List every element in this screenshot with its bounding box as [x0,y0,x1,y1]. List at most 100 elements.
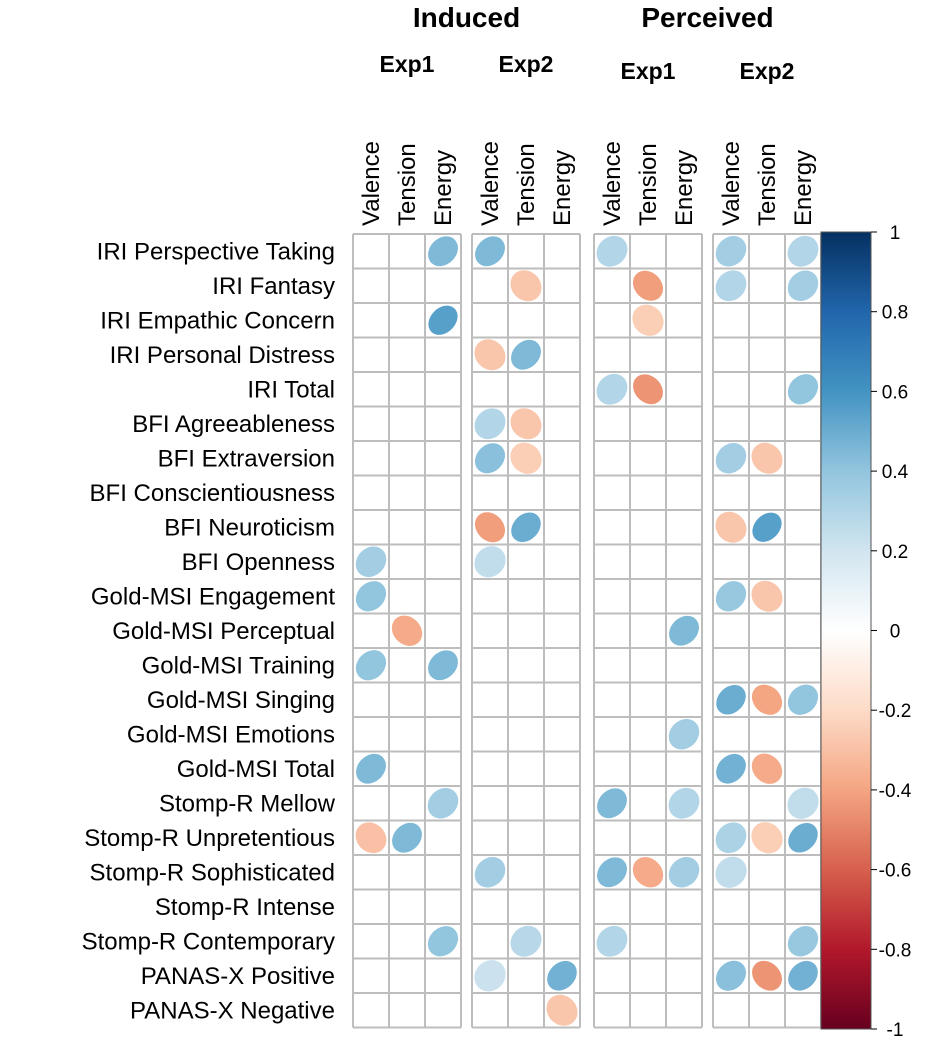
correlation-ellipse-bfi-neuroticism-valence [474,512,506,543]
correlation-ellipse-panas-x-negative-energy [546,994,578,1026]
correlation-ellipse-gold-msi-total-valence [356,753,386,784]
correlation-ellipse-stomp-r-contemporary-valence [596,925,628,957]
correlation-ellipse-iri-empathic-concern-energy [428,305,458,335]
column-label-tension: Tension [513,143,540,226]
colorbar-tick-label: 0.6 [882,382,908,403]
row-label-stomp-r-contemporary: Stomp-R Contemporary [82,928,335,955]
correlation-ellipse-stomp-r-unpretentious-valence [715,822,747,854]
colorbar-tick-label: -0.8 [879,940,912,961]
correlation-ellipse-gold-msi-training-energy [428,650,458,681]
correlation-ellipse-panas-x-positive-energy [788,960,818,991]
correlation-ellipse-gold-msi-engagement-tension [751,580,783,612]
group-labels: Induced Perceived [413,2,774,33]
correlation-ellipse-gold-msi-engagement-valence [715,581,747,612]
correlation-ellipse-stomp-r-contemporary-energy [787,926,819,957]
row-label-gold-msi-training: Gold-MSI Training [142,652,335,679]
row-label-gold-msi-engagement: Gold-MSI Engagement [91,583,335,610]
correlation-ellipse-bfi-openness-valence [355,546,387,578]
correlation-ellipse-iri-perspective-taking-valence [715,235,747,267]
colorbar-tick-label: 0.2 [882,542,908,563]
column-label-energy: Energy [790,150,817,226]
row-label-gold-msi-perceptual: Gold-MSI Perceptual [112,618,335,645]
correlation-ellipse-iri-perspective-taking-energy [428,236,458,267]
colorbar-tick-label: -1 [887,1020,904,1041]
correlation-ellipse-bfi-agreeableness-tension [510,408,542,440]
colorbar-tick-label: -0.6 [879,861,912,882]
correlation-ellipse-iri-total-valence [596,373,628,405]
correlation-ellipse-panas-x-positive-valence [474,960,506,992]
column-label-energy: Energy [549,150,576,226]
correlation-ellipse-gold-msi-training-valence [355,650,387,681]
panel-induced-exp1 [352,233,462,1029]
correlation-ellipse-stomp-r-sophisticated-tension [632,857,664,888]
row-label-bfi-neuroticism: BFI Neuroticism [164,514,335,541]
correlation-ellipse-panas-x-positive-energy [547,960,577,991]
row-label-bfi-extraversion: BFI Extraversion [158,445,335,472]
correlation-ellipse-stomp-r-unpretentious-valence [355,822,387,854]
row-label-bfi-conscientiousness: BFI Conscientiousness [90,480,335,507]
correlation-ellipse-stomp-r-mellow-valence [597,788,627,819]
row-label-iri-total: IRI Total [247,376,335,403]
correlation-ellipse-stomp-r-contemporary-energy [427,926,459,957]
column-label-energy: Energy [430,150,457,226]
correlation-ellipse-iri-fantasy-energy [787,270,819,302]
correlation-ellipse-stomp-r-sophisticated-valence [715,856,747,888]
correlation-ellipse-iri-empathic-concern-tension [632,304,664,336]
colorbar-tick-label: 0 [890,622,901,643]
row-label-bfi-openness: BFI Openness [182,549,335,576]
correlation-ellipse-iri-total-tension [633,374,663,405]
column-label-valence: Valence [718,141,745,226]
group-label-perceived: Perceived [641,2,773,33]
group-label-induced: Induced [413,2,520,33]
correlation-ellipse-iri-personal-distress-tension [511,339,541,370]
row-labels: IRI Perspective Taking IRI Fantasy IRI Emp… [82,238,336,1024]
correlation-ellipse-gold-msi-total-valence [716,753,746,784]
colorbar-tick-label: -0.2 [879,701,912,722]
experiment-label-induced-exp1: Exp1 [380,51,435,77]
correlation-ellipse-gold-msi-singing-valence [716,684,746,715]
row-label-stomp-r-sophisticated: Stomp-R Sophisticated [90,859,335,886]
correlation-ellipse-stomp-r-unpretentious-tension [392,822,422,853]
correlation-ellipse-iri-perspective-taking-valence [596,235,628,267]
correlation-ellipse-gold-msi-emotions-energy [668,718,700,750]
row-label-stomp-r-unpretentious: Stomp-R Unpretentious [84,825,335,852]
column-label-tension: Tension [754,143,781,226]
correlation-ellipse-stomp-r-sophisticated-valence [474,856,506,888]
row-label-iri-perspective-taking: IRI Perspective Taking [97,238,335,265]
experiment-label-perceived-exp1: Exp1 [621,58,676,84]
row-label-panas-x-positive: PANAS-X Positive [141,963,335,990]
correlation-ellipse-bfi-openness-valence [474,546,506,578]
correlation-ellipse-bfi-extraversion-valence [474,443,506,474]
row-label-stomp-r-intense: Stomp-R Intense [155,894,335,921]
correlation-ellipse-stomp-r-mellow-energy [668,787,700,819]
panels [352,233,822,1029]
correlation-ellipse-gold-msi-singing-tension [751,684,783,715]
correlation-ellipse-gold-msi-engagement-valence [355,581,387,612]
row-label-iri-fantasy: IRI Fantasy [212,273,335,300]
colorbar-tick-label: 0.4 [882,462,909,483]
correlation-ellipse-stomp-r-mellow-energy [427,787,459,819]
correlation-ellipse-iri-total-energy [787,374,819,405]
correlation-ellipse-panas-x-positive-valence [715,960,747,991]
row-label-iri-personal-distress: IRI Personal Distress [110,342,335,369]
row-label-stomp-r-mellow: Stomp-R Mellow [159,790,336,817]
colorbar-gradient [820,231,872,1030]
correlation-ellipse-stomp-r-contemporary-tension [510,925,542,957]
panel-induced-exp2 [471,233,581,1029]
panel-perceived-exp2 [712,233,822,1029]
correlation-ellipse-stomp-r-unpretentious-tension [751,822,783,854]
correlation-ellipse-bfi-agreeableness-valence [474,408,506,440]
column-labels: Valence Tension Energy Valence Tension Energy… [358,141,817,226]
correlation-ellipse-stomp-r-unpretentious-energy [788,822,818,853]
row-label-gold-msi-total: Gold-MSI Total [177,756,335,783]
correlation-ellipse-bfi-extraversion-valence [715,442,747,474]
row-label-panas-x-negative: PANAS-X Negative [130,997,335,1024]
row-label-gold-msi-emotions: Gold-MSI Emotions [127,721,335,748]
correlation-ellipse-iri-fantasy-tension [632,270,664,301]
correlation-ellipse-gold-msi-singing-energy [787,684,819,715]
correlation-ellipse-stomp-r-sophisticated-energy [668,856,700,888]
row-label-bfi-agreeableness: BFI Agreeableness [132,411,335,438]
colorbar-tick-label: 0.8 [882,303,908,324]
column-label-valence: Valence [477,141,504,226]
